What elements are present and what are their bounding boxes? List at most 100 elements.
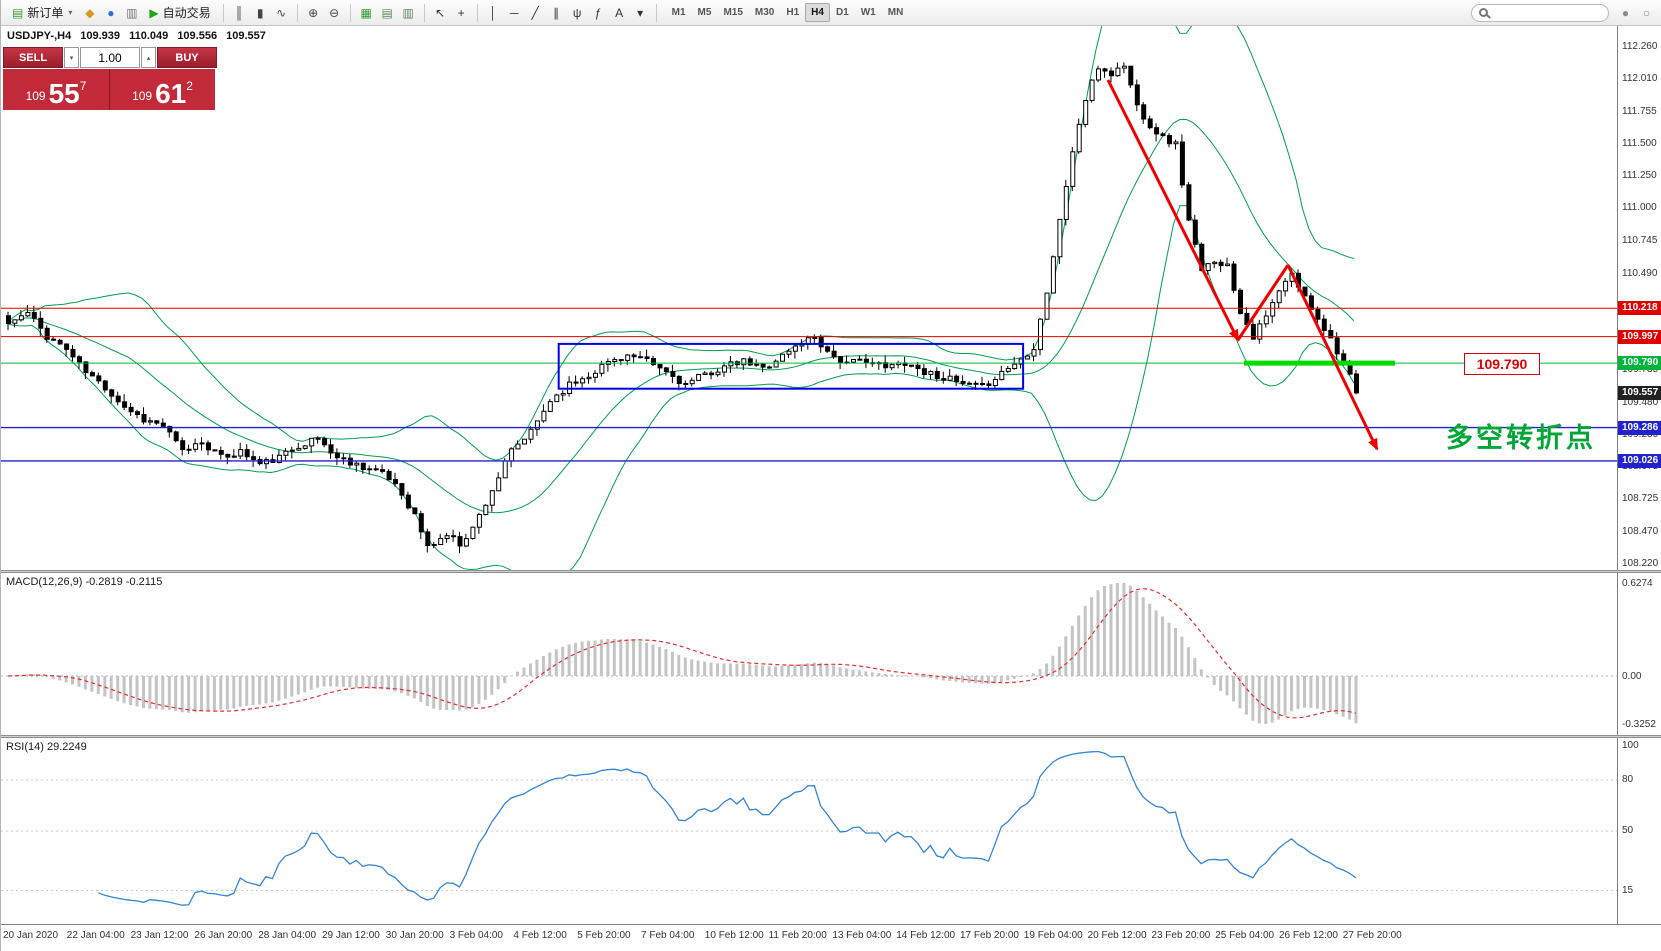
toolbar-separator xyxy=(296,3,298,22)
time-axis-label: 28 Jan 04:00 xyxy=(258,930,317,941)
rsi-axis-label: 80 xyxy=(1622,774,1634,785)
timeframe-mn[interactable]: MN xyxy=(887,7,904,18)
time-axis-label: 23 Feb 20:00 xyxy=(1151,930,1211,941)
timeframe-m15[interactable]: M15 xyxy=(723,7,743,18)
sell-price-big: 55 xyxy=(48,78,80,109)
sell-price[interactable]: 109 55 7 xyxy=(3,69,109,110)
community-icon[interactable]: ○ xyxy=(1642,5,1651,20)
time-axis-label: 20 Feb 12:00 xyxy=(1087,930,1147,941)
pitchfork-icon[interactable]: ψ xyxy=(572,5,582,20)
macd-axis-label: 0.00 xyxy=(1622,671,1642,682)
crosshair-icon[interactable]: + xyxy=(457,5,465,20)
time-axis-label: 5 Feb 20:00 xyxy=(577,930,631,941)
lot-spinner-up[interactable]: ▴ xyxy=(141,47,156,68)
price-axis-label: 108.725 xyxy=(1622,493,1659,505)
timeframe-m1[interactable]: M1 xyxy=(671,7,686,18)
zoom-out-icon[interactable]: ⊖ xyxy=(329,5,340,20)
lot-spinner-down[interactable]: ▾ xyxy=(64,47,79,68)
search-input[interactable] xyxy=(1493,6,1601,19)
time-axis-label: 3 Feb 04:00 xyxy=(449,930,503,941)
time-axis-label: 13 Feb 04:00 xyxy=(832,930,892,941)
time-axis-label: 20 Jan 2020 xyxy=(3,930,59,941)
cursor-icon[interactable]: ↖ xyxy=(435,5,446,20)
tile-windows-icon[interactable]: ▦ xyxy=(360,5,372,20)
bar-chart-icon[interactable]: ║ xyxy=(234,5,244,20)
price-scale[interactable]: 112.260 112.010 111.755 111.500 111.250 111.0… xyxy=(1617,26,1661,570)
price-badge: 110.218 xyxy=(1618,301,1661,316)
buy-price[interactable]: 109 61 2 xyxy=(109,69,215,110)
rsi-panel[interactable]: RSI(14) 29.2249 100 80 50 15 xyxy=(1,738,1661,924)
macd-axis-label: -0.3252 xyxy=(1622,719,1656,730)
rsi-scale[interactable]: 100 80 50 15 xyxy=(1617,738,1661,924)
price-axis-label: 109.480 xyxy=(1622,396,1659,408)
terminal-icon[interactable]: ▥ xyxy=(126,5,138,20)
time-axis-label: 11 Feb 20:00 xyxy=(768,930,827,941)
line-chart-icon[interactable]: ∿ xyxy=(276,5,287,20)
text-tool-icon[interactable]: A xyxy=(615,5,624,20)
alerts-icon[interactable]: ◆ xyxy=(85,5,95,20)
autotrade-button-label: 自动交易 xyxy=(162,6,211,20)
timeframe-d1[interactable]: D1 xyxy=(835,7,849,18)
timeframe-group: M1 M5 M15 M30 H1 H4 D1 W1 MN xyxy=(666,3,910,22)
trendline-icon[interactable]: ╱ xyxy=(531,5,539,20)
macd-scale[interactable]: 0.6274 0.00 -0.3252 xyxy=(1617,573,1661,735)
chevron-down-icon: ▾ xyxy=(68,8,73,17)
shapes-dropdown-icon[interactable]: ▾ xyxy=(637,5,644,20)
new-order-button-label: 新订单 xyxy=(27,6,64,20)
time-axis-label: 17 Feb 20:00 xyxy=(960,930,1019,941)
price-chart-panel[interactable]: USDJPY-,H4 109.939 110.049 109.556 109.5… xyxy=(1,26,1661,570)
market-watch-icon[interactable]: ● xyxy=(107,5,115,20)
search-icon[interactable] xyxy=(1479,8,1488,17)
autotrade-button[interactable]: ▶ 自动交易 xyxy=(142,1,217,24)
sell-price-prefix: 109 xyxy=(25,89,46,103)
help-icon[interactable]: ● xyxy=(1621,5,1630,20)
zoom-in-icon[interactable]: ⊕ xyxy=(308,5,319,20)
vertical-line-icon[interactable]: │ xyxy=(489,5,497,20)
toolbar-search xyxy=(1471,3,1609,22)
new-order-button[interactable]: ▤ 新订单 ▾ xyxy=(5,1,79,24)
sell-button[interactable]: SELL xyxy=(3,47,63,68)
ohlc-open: 109.939 xyxy=(80,30,121,42)
symbol-name: USDJPY-,H4 xyxy=(7,30,72,42)
timeframe-h4[interactable]: H4 xyxy=(805,3,830,22)
channel-icon[interactable]: ∥ xyxy=(553,5,560,20)
time-axis[interactable]: 20 Jan 2020 22 Jan 04:00 23 Jan 12:00 26 Ja… xyxy=(1,924,1661,951)
price-badge: 109.557 xyxy=(1618,385,1661,400)
time-axis-label: 22 Jan 04:00 xyxy=(66,930,125,941)
time-axis-label: 30 Jan 20:00 xyxy=(385,930,444,941)
rsi-chart[interactable] xyxy=(1,738,1618,924)
price-axis-label: 111.250 xyxy=(1622,170,1657,182)
macd-panel[interactable]: MACD(12,26,9) -0.2819 -0.2115 0.6274 0.00… xyxy=(1,573,1661,735)
macd-chart[interactable] xyxy=(1,573,1618,735)
toolbar-separator xyxy=(423,3,425,22)
timeframe-w1[interactable]: W1 xyxy=(860,7,876,18)
horizontal-line-icon[interactable]: ─ xyxy=(509,5,519,20)
timeframe-h1[interactable]: H1 xyxy=(786,7,800,18)
one-click-trading-panel: SELL ▾ ▴ BUY 109 55 7 109 61 2 xyxy=(3,47,217,110)
cascade-windows-icon[interactable]: ▤ xyxy=(381,5,393,20)
buy-button[interactable]: BUY xyxy=(157,47,217,68)
timeframe-m30[interactable]: M30 xyxy=(754,7,775,18)
arrange-windows-icon[interactable]: ▥ xyxy=(402,5,414,20)
price-badge: 109.026 xyxy=(1618,453,1661,468)
sell-price-sup: 7 xyxy=(79,79,87,93)
panel-separator[interactable] xyxy=(1,570,1661,573)
time-axis-label: 23 Jan 12:00 xyxy=(130,930,189,941)
new-order-button-icon: ▤ xyxy=(12,5,24,20)
candlestick-chart[interactable] xyxy=(1,26,1618,570)
time-axis-label: 10 Feb 12:00 xyxy=(704,930,764,941)
timeframe-m5[interactable]: M5 xyxy=(697,7,712,18)
toolbar-separator xyxy=(655,3,657,22)
ohlc-close: 109.557 xyxy=(226,30,266,42)
lot-size-input[interactable] xyxy=(81,48,139,67)
panel-separator[interactable] xyxy=(1,735,1661,738)
fibonacci-icon[interactable]: ƒ xyxy=(594,5,602,20)
toolbar: ▤ 新订单 ▾ ◆ ● ▥ ▶ 自动交易 ║ ▮ ∿ ⊕ ⊖ ▦ ▤ ▥ ↖ + │ ─ ╱ ∥ ψ ƒ A ▾ M1 M5 M15 M3… xyxy=(1,0,1661,26)
candlestick-chart-icon[interactable]: ▮ xyxy=(256,5,264,20)
time-axis-label: 26 Jan 20:00 xyxy=(194,930,253,941)
time-axis-label: 14 Feb 12:00 xyxy=(896,930,956,941)
time-axis-label: 29 Jan 12:00 xyxy=(322,930,380,941)
rsi-axis-label: 50 xyxy=(1622,825,1634,836)
turning-point-annotation: 多空转折点 xyxy=(1446,423,1596,453)
price-badge: 109.286 xyxy=(1618,420,1661,435)
